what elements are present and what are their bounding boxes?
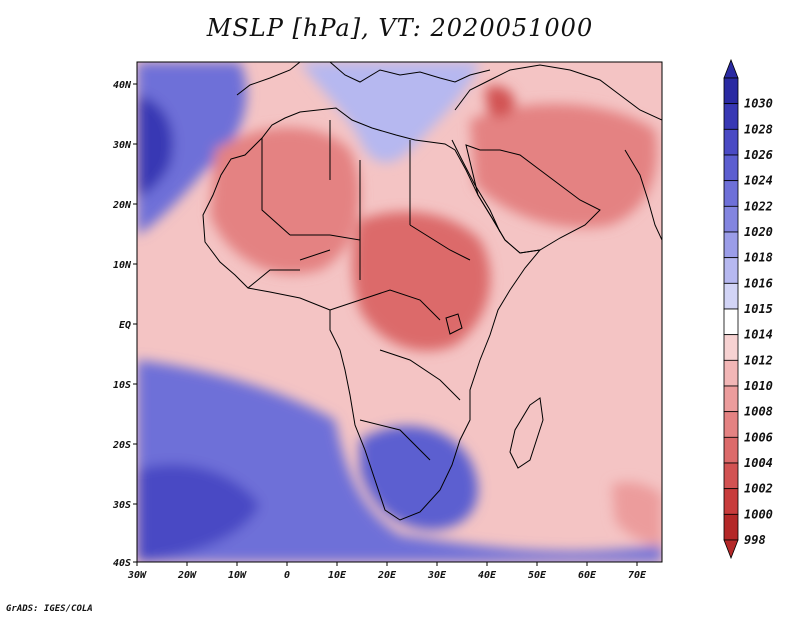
middle-east-coast	[454, 64, 662, 121]
x-tick-label: 60E	[578, 570, 597, 581]
red-sea-coast	[451, 139, 501, 233]
colorbar: 1030 1028 1026 1024 1022 1020 1018 1016 1015 1014…	[723, 58, 773, 560]
region-low-central-africa	[352, 211, 491, 351]
x-tick-label: 20W	[177, 570, 197, 581]
colorbar-swatch	[723, 308, 739, 336]
y-tick-label: EQ	[119, 320, 131, 331]
plot-frame	[136, 61, 663, 563]
y-tick-label: 20S	[112, 440, 131, 451]
colorbar-swatch	[723, 103, 739, 130]
y-axis: 40N 30N 20N 10N EQ 10S 20S 30S 40S	[112, 80, 137, 569]
x-tick-label: 30W	[127, 570, 147, 581]
colorbar-label: 998	[744, 533, 766, 547]
x-tick-label: 30E	[427, 570, 447, 581]
x-tick-label: 10W	[228, 570, 247, 581]
pressure-field	[137, 62, 662, 562]
credit-text: GrADS: IGES/COLA	[6, 604, 93, 614]
colorbar-bottom-arrow	[723, 539, 739, 560]
madagascar	[509, 397, 544, 469]
lake-victoria	[445, 313, 463, 335]
colorbar-swatch	[723, 436, 739, 464]
colorbar-swatch	[723, 257, 739, 284]
x-tick-label: 20E	[377, 570, 397, 581]
region-low-sahara	[210, 127, 360, 274]
x-tick-label: 0	[284, 570, 290, 581]
colorbar-swatch	[723, 180, 739, 207]
chart-title: MSLP [hPa], VT: 2020051000	[206, 14, 594, 42]
region-low-iraq	[485, 85, 515, 118]
colorbar-swatch	[723, 205, 739, 233]
x-axis: 30W 20W 10W 0 10E 20E 30E 40E 50E 60E 70E	[127, 562, 647, 581]
colorbar-swatch	[723, 411, 739, 438]
colorbar-label: 1012	[744, 353, 773, 367]
x-tick-label: 40E	[478, 570, 497, 581]
y-tick-label: 30N	[112, 140, 132, 151]
y-tick-label: 40S	[113, 558, 131, 569]
y-tick-label: 20N	[112, 200, 132, 211]
colorbar-label: 1030	[744, 97, 773, 111]
region-low-southeast-corner	[612, 482, 662, 545]
region-high-mediterranean	[300, 62, 480, 163]
colorbar-label: 1022	[744, 199, 773, 213]
colorbar-label: 1020	[744, 225, 773, 239]
x-tick-label: 10E	[328, 570, 347, 581]
colorbar-swatch	[723, 128, 739, 156]
colorbar-swatch	[723, 513, 739, 541]
colorbar-label: 1006	[744, 430, 773, 444]
region-high-south-atlantic-core	[137, 464, 260, 562]
colorbar-label: 1015	[744, 302, 773, 316]
colorbar-label: 1014	[744, 328, 773, 342]
colorbar-swatch	[723, 359, 739, 387]
y-tick-label: 30S	[112, 500, 131, 511]
africa-coastline	[202, 107, 542, 521]
country-borders	[247, 120, 471, 461]
colorbar-swatch	[723, 231, 739, 259]
colorbar-label: 1024	[744, 174, 773, 188]
coastlines	[202, 62, 662, 521]
colorbar-swatch	[723, 154, 739, 182]
colorbar-label: 1000	[744, 507, 773, 521]
region-high-southern-africa	[360, 426, 478, 530]
colorbar-label: 1026	[744, 148, 773, 162]
colorbar-swatch	[723, 77, 739, 105]
y-tick-label: 10N	[113, 260, 132, 271]
colorbar-label: 1004	[744, 456, 773, 470]
colorbar-label: 1016	[744, 276, 773, 290]
region-high-north-atlantic-core	[137, 95, 174, 198]
colorbar-label: 1028	[744, 122, 773, 136]
region-high-north-atlantic	[137, 62, 247, 235]
colorbar-label: 1002	[744, 482, 773, 496]
x-tick-label: 50E	[528, 570, 547, 581]
colorbar-label: 1018	[744, 251, 773, 265]
region-high-southwest-atlantic	[137, 360, 662, 562]
region-low-arabia	[470, 103, 657, 228]
colorbar-top-arrow	[723, 58, 739, 79]
y-tick-label: 40N	[113, 80, 132, 91]
colorbar-swatch	[723, 334, 739, 361]
colorbar-swatch	[723, 282, 739, 310]
colorbar-swatch	[723, 488, 739, 515]
x-tick-label: 70E	[628, 570, 647, 581]
europe-coast	[236, 62, 491, 96]
y-tick-label: 10S	[113, 380, 131, 391]
colorbar-label: 1010	[744, 379, 773, 393]
colorbar-label: 1008	[744, 405, 773, 419]
india-coast	[624, 149, 662, 241]
colorbar-swatch	[723, 462, 739, 490]
colorbar-swatch	[723, 385, 739, 413]
